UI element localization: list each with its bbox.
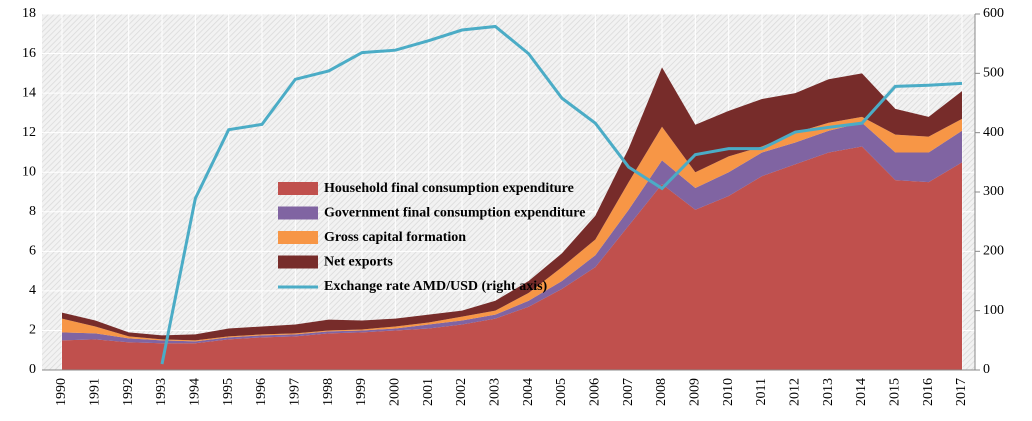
legend-label: Net exports bbox=[324, 255, 393, 270]
y-tick-label: 12 bbox=[22, 125, 36, 140]
x-tick-label: 1991 bbox=[88, 378, 103, 406]
x-tick-label: 2011 bbox=[754, 378, 769, 405]
x-tick-label: 2000 bbox=[388, 378, 403, 406]
y-tick-label: 16 bbox=[22, 46, 36, 61]
x-tick-label: 2004 bbox=[521, 378, 536, 406]
x-tick-label: 2009 bbox=[688, 378, 703, 406]
legend-label: Exchange rate AMD/USD (right axis) bbox=[324, 279, 548, 294]
x-tick-label: 1998 bbox=[321, 378, 336, 406]
y-tick-label: 0 bbox=[29, 362, 36, 377]
legend-swatch bbox=[278, 255, 318, 269]
x-tick-label: 1992 bbox=[121, 378, 136, 406]
x-tick-label: 2002 bbox=[454, 378, 469, 406]
y-tick-label: 8 bbox=[29, 204, 36, 219]
x-tick-label: 2010 bbox=[721, 378, 736, 406]
legend-swatch bbox=[278, 231, 318, 244]
area bbox=[62, 122, 962, 344]
y-tick-label: 14 bbox=[22, 85, 36, 100]
x-tick-label: 1993 bbox=[154, 378, 169, 406]
y-tick-label: 2 bbox=[29, 323, 36, 338]
x-tick-label: 2007 bbox=[621, 378, 636, 406]
x-tick-label: 2014 bbox=[854, 378, 869, 406]
legend-label: Gross capital formation bbox=[324, 230, 466, 245]
y2-tick-label: 0 bbox=[983, 362, 990, 377]
x-tick-label: 1996 bbox=[254, 378, 269, 406]
x-tick-label: 1990 bbox=[54, 378, 69, 406]
y-tick-label: 10 bbox=[22, 164, 36, 179]
y2-tick-label: 500 bbox=[983, 66, 1004, 81]
y2-tick-label: 200 bbox=[983, 244, 1004, 259]
x-tick-label: 1997 bbox=[288, 378, 303, 406]
x-tick-label: 2013 bbox=[821, 378, 836, 406]
x-tick-label: 2017 bbox=[954, 378, 969, 406]
x-tick-label: 1999 bbox=[354, 378, 369, 406]
x-tick-label: 1994 bbox=[188, 378, 203, 406]
exchange-rate-line bbox=[160, 24, 963, 365]
x-tick-label: 2015 bbox=[888, 378, 903, 406]
legend-label: Government final consumption expenditure bbox=[324, 206, 585, 221]
x-tick-label: 2008 bbox=[654, 378, 669, 406]
area bbox=[62, 146, 962, 370]
area bbox=[62, 67, 962, 341]
y2-tick-label: 400 bbox=[983, 125, 1004, 140]
x-tick-label: 2006 bbox=[588, 378, 603, 406]
y-tick-label: 18 bbox=[22, 6, 36, 21]
y2-tick-label: 300 bbox=[983, 184, 1004, 199]
y2-tick-label: 600 bbox=[983, 6, 1004, 21]
x-tick-label: 2005 bbox=[554, 378, 569, 406]
x-tick-label: 2016 bbox=[921, 378, 936, 406]
legend-swatch bbox=[278, 206, 318, 220]
y-tick-label: 6 bbox=[29, 244, 36, 259]
y2-tick-label: 100 bbox=[983, 303, 1004, 318]
x-tick-label: 2001 bbox=[421, 378, 436, 406]
x-tick-label: 1995 bbox=[221, 378, 236, 406]
x-tick-label: 2003 bbox=[488, 378, 503, 406]
legend-label: Household final consumption expenditure bbox=[324, 181, 574, 196]
legend-swatch bbox=[278, 182, 318, 195]
x-tick-label: 2012 bbox=[788, 378, 803, 406]
y-tick-label: 4 bbox=[29, 283, 36, 298]
